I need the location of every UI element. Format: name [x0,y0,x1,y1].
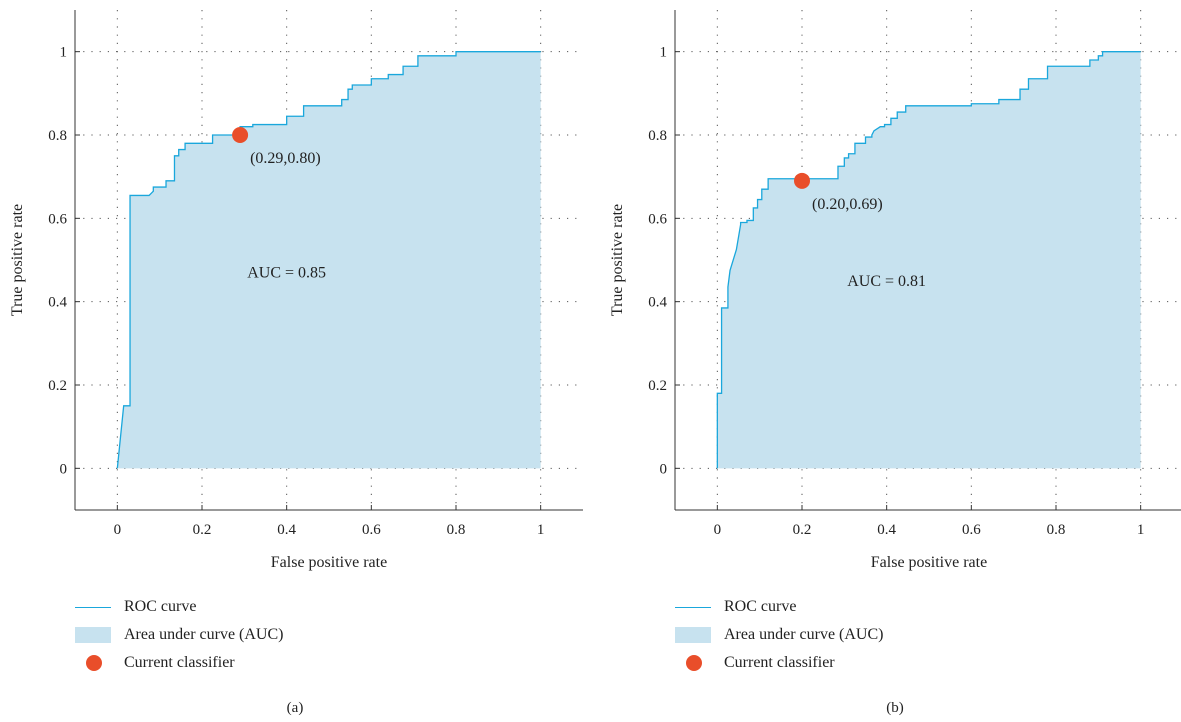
y-tick-label: 0.4 [48,295,67,311]
x-tick-label: 0.4 [877,522,896,538]
auc-area [117,51,541,469]
current-classifier-legend-marker [686,655,702,671]
current-classifier-point [232,127,249,143]
auc-legend-swatch [675,627,711,643]
roc-curve-line [116,51,541,469]
y-tick-label: 1 [660,45,668,61]
y-tick-label: 0 [660,461,668,477]
auc-area [717,51,1141,469]
y-tick-label: 0.2 [48,378,67,394]
x-tick-label: 0.4 [277,522,296,538]
auc-annotation: AUC = 0.81 [847,273,926,290]
legend-b: ROC curve Area under curve (AUC) Current… [675,596,1095,680]
legend-label-current-classifier: Current classifier [724,654,835,671]
legend-label-auc: Area under curve (AUC) [724,626,884,643]
auc-legend-swatch [75,627,111,643]
chart-panel-b: 0 0.2 0.4 0.6 0.8 1 0 0.2 0.4 0.6 0.8 1 False positi… [600,0,1181,722]
legend-item-roc-curve: ROC curve [75,596,495,624]
legend-item-auc: Area under curve (AUC) [75,624,495,652]
y-tick-label: 0 [60,461,68,477]
x-axis-title: False positive rate [271,554,387,571]
y-tick-label: 0.8 [48,128,67,144]
chart-panel-a: 0 0.2 0.4 0.6 0.8 1 0 0.2 0.4 0.6 0.8 1 False positi… [0,0,590,722]
current-classifier-label: (0.29,0.80) [250,150,321,167]
current-classifier-point [794,172,810,189]
x-tick-label: 0 [714,522,722,538]
roc-curve-line [716,51,1141,469]
legend-label-current-classifier: Current classifier [124,654,235,671]
x-tick-label: 1 [537,522,545,538]
x-axis-title: False positive rate [871,554,987,571]
panel-caption-b: (b) [886,700,904,716]
y-axis-title: True positive rate [609,204,626,316]
x-tick-label: 0 [114,522,122,538]
y-axis-title: True positive rate [9,204,26,316]
legend-item-auc: Area under curve (AUC) [675,624,1095,652]
y-tick-label: 0.8 [648,128,667,144]
current-classifier-label: (0.20,0.69) [812,196,883,213]
current-classifier-legend-marker [86,655,102,671]
y-tick-label: 0.2 [648,378,667,394]
legend-label-auc: Area under curve (AUC) [124,626,284,643]
legend-label-roc-curve: ROC curve [724,598,797,615]
x-tick-label: 0.2 [193,522,212,538]
x-tick-label: 1 [1137,522,1145,538]
legend-item-roc-curve: ROC curve [675,596,1095,624]
y-tick-label: 0.6 [648,211,667,227]
y-tick-label: 0.6 [48,211,67,227]
x-tick-label: 0.8 [447,522,466,538]
legend-label-roc-curve: ROC curve [124,598,197,615]
roc-chart-b: 0 0.2 0.4 0.6 0.8 1 0 0.2 0.4 0.6 0.8 1 False positi… [609,10,1181,571]
x-tick-label: 0.6 [362,522,381,538]
x-tick-label: 0.2 [793,522,812,538]
auc-annotation: AUC = 0.85 [247,265,326,282]
y-tick-label: 0.4 [648,295,667,311]
y-tick-label: 1 [60,45,68,61]
legend-item-current-classifier: Current classifier [675,652,1095,680]
roc-curve-legend-swatch [75,607,111,608]
roc-curve-legend-swatch [675,607,711,608]
x-tick-label: 0.8 [1047,522,1066,538]
roc-chart-a: 0 0.2 0.4 0.6 0.8 1 0 0.2 0.4 0.6 0.8 1 False positi… [9,10,583,571]
legend-item-current-classifier: Current classifier [75,652,495,680]
x-tick-label: 0.6 [962,522,981,538]
legend-a: ROC curve Area under curve (AUC) Current… [75,596,495,680]
panel-caption-a: (a) [286,700,304,716]
